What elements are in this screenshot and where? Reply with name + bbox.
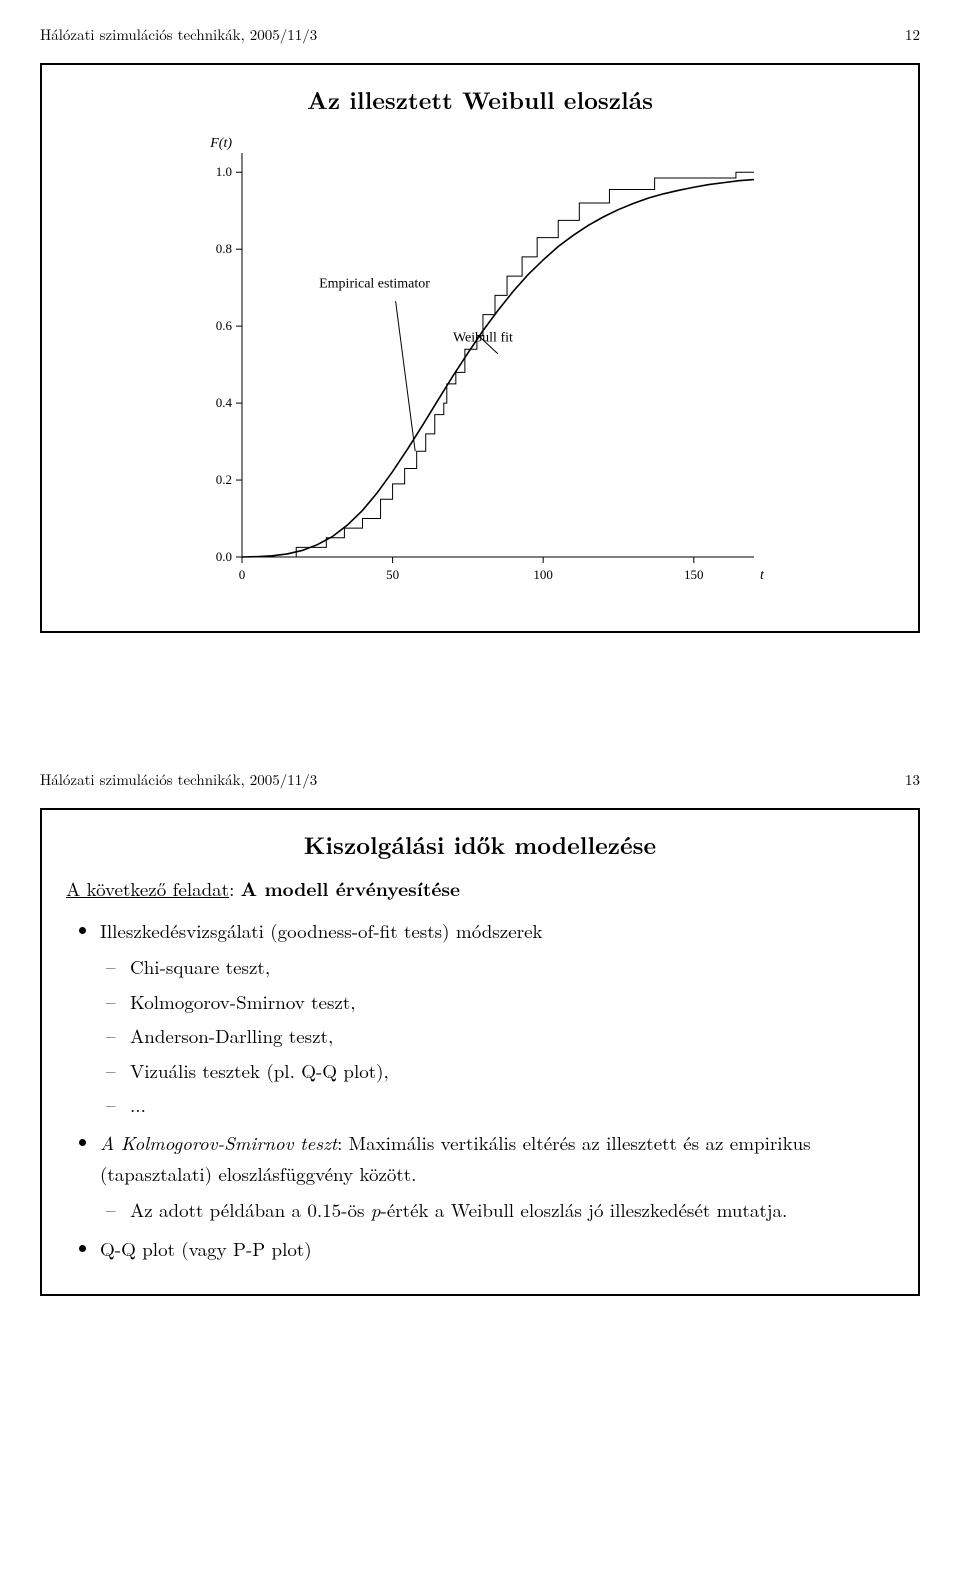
weibull-cdf-chart: 0 50 100 150 0.0 0.2 0.4 0.6 0.8 1.0 F(t) t Empirica… <box>170 129 790 609</box>
ks-sub-suffix: -érték a Weibull eloszlás jó illeszkedés… <box>381 1196 788 1223</box>
svg-text:0.6: 0.6 <box>216 318 233 333</box>
intro-colon: : <box>229 875 241 902</box>
gof-item: Vizuális tesztek (pl. Q-Q plot), <box>130 1056 894 1086</box>
bullet-text: Illeszkedésvizsgálati (goodness-of-fit t… <box>100 917 543 944</box>
chart-container: 0 50 100 150 0.0 0.2 0.4 0.6 0.8 1.0 F(t) t Empirica… <box>66 129 894 609</box>
svg-text:0.2: 0.2 <box>216 472 232 487</box>
svg-text:50: 50 <box>386 567 399 582</box>
slide-weibull: Az illesztett Weibull eloszlás 0 50 100 150… <box>40 63 920 633</box>
bullet-qq: Q-Q plot (vagy P-P plot) <box>100 1234 894 1264</box>
svg-text:150: 150 <box>684 567 704 582</box>
slide-title: Az illesztett Weibull eloszlás <box>66 83 894 117</box>
page-12: Hálózati szimulációs technikák, 2005/11/… <box>0 0 960 673</box>
slide-title: Kiszolgálási idők modellezése <box>66 828 894 862</box>
page-gap <box>0 673 960 745</box>
page-13: Hálózati szimulációs technikák, 2005/11/… <box>0 745 960 1336</box>
header-left: Hálózati szimulációs technikák, 2005/11/… <box>40 24 317 45</box>
svg-text:t: t <box>760 568 765 583</box>
gof-sublist: Chi-square teszt, Kolmogorov-Smirnov tes… <box>100 952 894 1120</box>
svg-text:Weibull fit: Weibull fit <box>453 331 513 346</box>
svg-text:0.0: 0.0 <box>216 549 232 564</box>
page-header: Hálózati szimulációs technikák, 2005/11/… <box>40 769 920 790</box>
ks-subitem: Az adott példában a 0.15-ös p-érték a We… <box>130 1195 894 1225</box>
svg-text:Empirical estimator: Empirical estimator <box>319 277 430 292</box>
bullet-ks: A Kolmogorov-Smirnov teszt: Maximális ve… <box>100 1128 894 1225</box>
intro-line: A következő feladat: A modell érvényesít… <box>66 874 894 902</box>
page-header: Hálózati szimulációs technikák, 2005/11/… <box>40 24 920 45</box>
svg-text:0.8: 0.8 <box>216 241 232 256</box>
gof-item: Kolmogorov-Smirnov teszt, <box>130 987 894 1017</box>
page-number: 13 <box>905 769 920 790</box>
gof-item: ... <box>130 1090 894 1120</box>
svg-text:100: 100 <box>533 567 553 582</box>
ks-p-italic: p <box>371 1196 381 1223</box>
bullet-gof: Illeszkedésvizsgálati (goodness-of-fit t… <box>100 916 894 1120</box>
gof-item: Anderson-Darlling teszt, <box>130 1021 894 1051</box>
gof-item: Chi-square teszt, <box>130 952 894 982</box>
svg-text:0: 0 <box>239 567 246 582</box>
ks-sub-prefix: Az adott példában a 0.15-ös <box>130 1196 371 1223</box>
bullet-list: Illeszkedésvizsgálati (goodness-of-fit t… <box>66 916 894 1264</box>
svg-text:1.0: 1.0 <box>216 164 232 179</box>
ks-sublist: Az adott példában a 0.15-ös p-érték a We… <box>100 1195 894 1225</box>
intro-bold: A modell érvényesítése <box>241 874 460 902</box>
svg-text:0.4: 0.4 <box>216 395 233 410</box>
ks-italic: A Kolmogorov-Smirnov teszt <box>100 1129 337 1156</box>
svg-text:F(t): F(t) <box>209 136 232 151</box>
slide-modelling: Kiszolgálási idők modellezése A következ… <box>40 808 920 1296</box>
page-number: 12 <box>905 24 920 45</box>
header-left: Hálózati szimulációs technikák, 2005/11/… <box>40 769 317 790</box>
intro-underline: A következő feladat <box>66 875 229 902</box>
